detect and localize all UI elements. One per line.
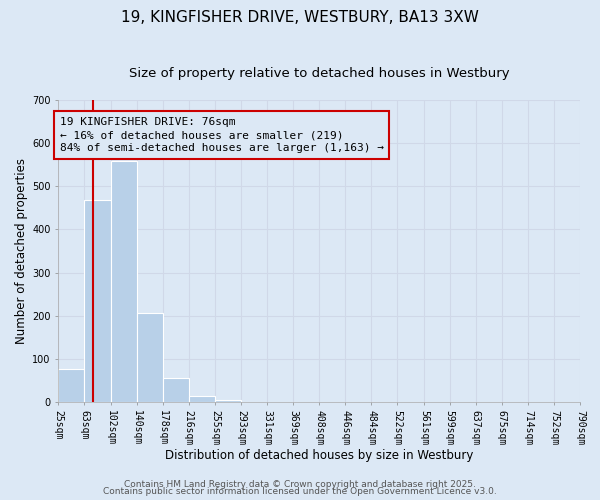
- Bar: [188, 396, 215, 402]
- Bar: [84, 200, 111, 402]
- X-axis label: Distribution of detached houses by size in Westbury: Distribution of detached houses by size …: [165, 450, 473, 462]
- Text: 19 KINGFISHER DRIVE: 76sqm
← 16% of detached houses are smaller (219)
84% of sem: 19 KINGFISHER DRIVE: 76sqm ← 16% of deta…: [59, 117, 383, 154]
- Text: 19, KINGFISHER DRIVE, WESTBURY, BA13 3XW: 19, KINGFISHER DRIVE, WESTBURY, BA13 3XW: [121, 10, 479, 25]
- Y-axis label: Number of detached properties: Number of detached properties: [15, 158, 28, 344]
- Bar: [163, 378, 188, 402]
- Text: Contains public sector information licensed under the Open Government Licence v3: Contains public sector information licen…: [103, 487, 497, 496]
- Bar: [111, 160, 137, 402]
- Text: Contains HM Land Registry data © Crown copyright and database right 2025.: Contains HM Land Registry data © Crown c…: [124, 480, 476, 489]
- Bar: [215, 400, 241, 402]
- Bar: [58, 368, 84, 402]
- Bar: [137, 313, 163, 402]
- Title: Size of property relative to detached houses in Westbury: Size of property relative to detached ho…: [129, 68, 509, 80]
